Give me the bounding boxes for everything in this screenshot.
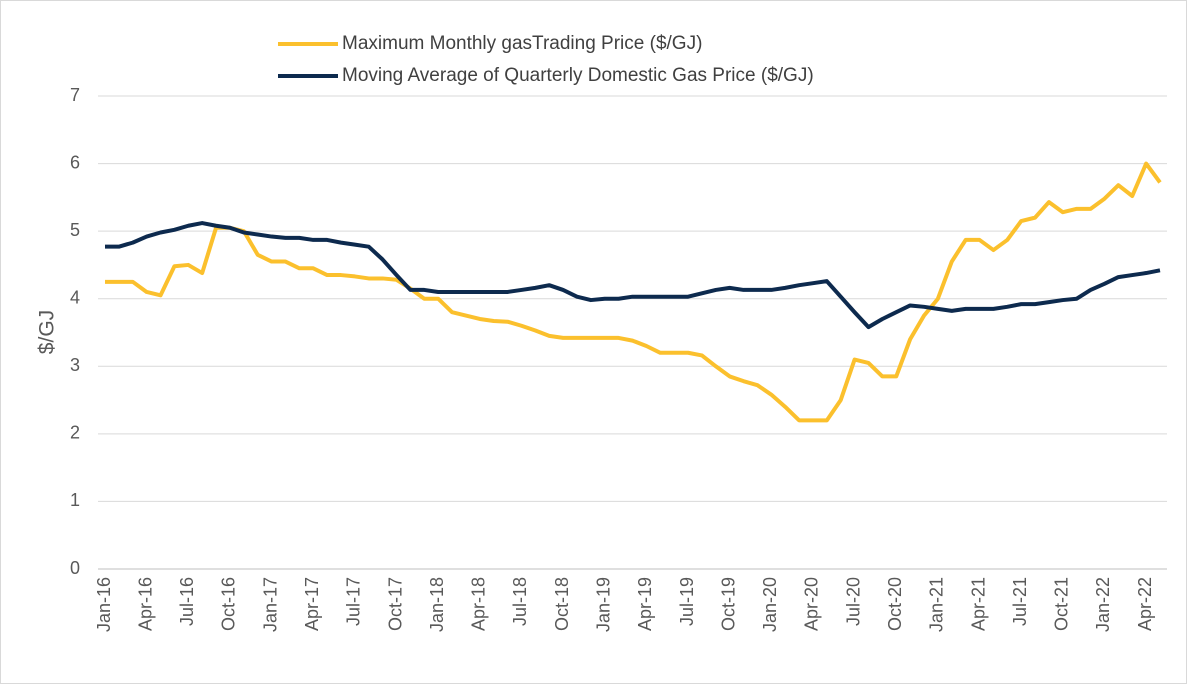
x-tick-label: Jul-19 [677, 577, 697, 626]
x-tick-label: Oct-19 [718, 577, 738, 631]
x-tick-label: Jan-22 [1093, 577, 1113, 632]
y-tick-label: 2 [70, 423, 80, 443]
x-tick-label: Apr-18 [469, 577, 489, 631]
series-line [105, 221, 1161, 330]
x-tick-label: Jul-16 [177, 577, 197, 626]
y-tick-label: 1 [70, 490, 80, 510]
legend-label: Maximum Monthly gasTrading Price ($/GJ) [342, 33, 702, 54]
y-tick-label: 7 [70, 85, 80, 105]
x-tick-label: Jan-20 [760, 577, 780, 632]
x-tick-label: Jan-21 [927, 577, 947, 632]
y-axis-title: $/GJ [36, 310, 59, 354]
x-tick-label: Jul-20 [843, 577, 863, 626]
x-tick-label: Jan-16 [94, 577, 114, 632]
y-tick-label: 3 [70, 355, 80, 375]
x-tick-label: Jan-18 [427, 577, 447, 632]
x-tick-label: Oct-16 [219, 577, 239, 631]
y-tick-label: 4 [70, 287, 80, 307]
x-tick-label: Apr-19 [635, 577, 655, 631]
x-tick-label: Apr-21 [968, 577, 988, 631]
y-tick-label: 5 [70, 220, 80, 240]
x-tick-label: Jul-21 [1010, 577, 1030, 626]
x-tick-label: Jan-17 [260, 577, 280, 632]
y-tick-label: 6 [70, 152, 80, 172]
x-tick-label: Oct-18 [552, 577, 572, 631]
y-tick-label: 0 [70, 558, 80, 578]
x-tick-label: Oct-21 [1052, 577, 1072, 631]
legend-label: Moving Average of Quarterly Domestic Gas… [342, 65, 814, 86]
x-tick-label: Apr-16 [135, 577, 155, 631]
x-tick-label: Jul-17 [344, 577, 364, 626]
x-tick-label: Apr-17 [302, 577, 322, 631]
x-tick-label: Jan-19 [593, 577, 613, 632]
x-tick-label: Jul-18 [510, 577, 530, 626]
x-tick-label: Apr-22 [1135, 577, 1155, 631]
x-tick-label: Oct-17 [385, 577, 405, 631]
series-line [105, 161, 1162, 423]
x-tick-label: Apr-20 [802, 577, 822, 631]
x-tick-label: Oct-20 [885, 577, 905, 631]
